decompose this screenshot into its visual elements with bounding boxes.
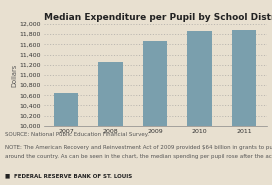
Text: NOTE: The American Recovery and Reinvestment Act of 2009 provided $64 billion in: NOTE: The American Recovery and Reinvest… [5,145,272,150]
Text: Median Expenditure per Pupil by School District: Median Expenditure per Pupil by School D… [44,13,272,22]
Text: SOURCE: National Public Education Financial Survey.: SOURCE: National Public Education Financ… [5,132,149,137]
Bar [54,93,78,185]
Y-axis label: Dollars: Dollars [12,63,18,87]
Bar [98,62,123,185]
Bar [187,31,212,185]
Bar [143,41,167,185]
Text: around the country. As can be seen in the chart, the median spending per pupil r: around the country. As can be seen in th… [5,154,272,159]
Bar [232,30,256,185]
Text: ■  FEDERAL RESERVE BANK OF ST. LOUIS: ■ FEDERAL RESERVE BANK OF ST. LOUIS [5,174,133,179]
